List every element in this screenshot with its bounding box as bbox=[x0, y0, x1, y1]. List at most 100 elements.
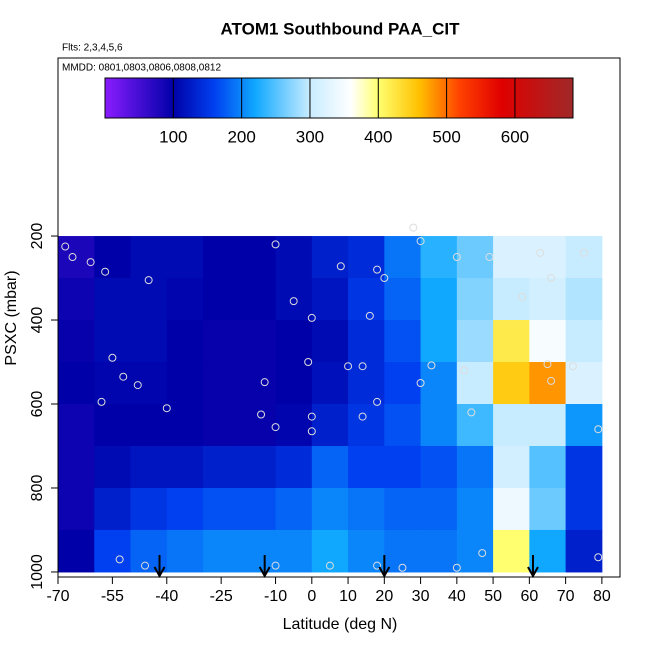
heat-cell bbox=[420, 362, 458, 405]
heat-cell bbox=[311, 362, 349, 405]
heat-cell bbox=[311, 529, 349, 573]
heat-cell bbox=[493, 487, 530, 531]
heat-cell bbox=[275, 445, 313, 489]
annotation: MMDD: 0801,0803,0806,0808,0812 bbox=[62, 63, 221, 74]
heat-cell bbox=[239, 487, 277, 531]
heat-cell bbox=[239, 362, 277, 405]
heat-cell bbox=[384, 278, 422, 321]
heat-cell bbox=[311, 236, 349, 279]
heat-cell bbox=[166, 236, 204, 279]
arrow-marker bbox=[153, 555, 166, 579]
heat-cell bbox=[384, 445, 422, 489]
heat-cell bbox=[130, 236, 168, 279]
data-point bbox=[416, 379, 425, 388]
heat-cell bbox=[529, 320, 567, 363]
x-tick-label: 80 bbox=[593, 588, 611, 605]
data-point bbox=[307, 313, 316, 322]
heat-cell bbox=[58, 445, 95, 489]
heat-cell bbox=[94, 278, 132, 321]
chart-title: ATOM1 Southbound PAA_CIT bbox=[221, 19, 461, 38]
data-point bbox=[568, 362, 577, 371]
heat-cell bbox=[130, 445, 168, 489]
data-point bbox=[358, 362, 367, 371]
heat-cell bbox=[203, 278, 240, 321]
heat-cell bbox=[348, 404, 385, 447]
x-tick-label: 10 bbox=[339, 588, 357, 605]
heat-cell bbox=[384, 529, 422, 573]
heat-cell bbox=[456, 445, 494, 489]
heat-cell bbox=[311, 404, 349, 447]
colorbar-tick-label: 400 bbox=[364, 127, 392, 146]
heat-cell bbox=[94, 529, 132, 573]
heat-cell bbox=[203, 236, 240, 279]
x-axis-label: Latitude (deg N) bbox=[283, 616, 398, 633]
data-point bbox=[289, 297, 298, 306]
data-point bbox=[271, 423, 280, 432]
annotation: Flts: 2,3,4,5,6 bbox=[62, 43, 123, 54]
heat-cell bbox=[58, 320, 95, 363]
data-point bbox=[427, 361, 436, 370]
data-point bbox=[373, 561, 382, 570]
heat-cell bbox=[420, 236, 458, 279]
heat-cell bbox=[456, 278, 494, 321]
data-point bbox=[307, 427, 316, 436]
heat-cell bbox=[348, 236, 385, 279]
colorbar-tick-label: 100 bbox=[159, 127, 187, 146]
heat-cell bbox=[166, 445, 204, 489]
heat-cell bbox=[239, 404, 277, 447]
heat-cell bbox=[94, 236, 132, 279]
x-tick-label: -55 bbox=[101, 588, 124, 605]
colorbar-tick-label: 500 bbox=[432, 127, 460, 146]
heat-cell bbox=[565, 529, 603, 573]
heat-cell bbox=[420, 445, 458, 489]
colorbar bbox=[104, 77, 574, 119]
heat-cell bbox=[529, 445, 567, 489]
y-tick-label: 1000 bbox=[29, 554, 46, 590]
data-point bbox=[344, 362, 353, 371]
x-tick-label: 20 bbox=[375, 588, 393, 605]
data-point bbox=[373, 265, 382, 274]
heat-cell bbox=[529, 278, 567, 321]
data-point bbox=[485, 253, 494, 262]
heat-cell bbox=[348, 487, 385, 531]
heat-cell bbox=[58, 278, 95, 321]
x-tick-label: -25 bbox=[210, 588, 233, 605]
plot-frame bbox=[57, 57, 621, 578]
data-point bbox=[307, 412, 316, 421]
heat-cell bbox=[311, 278, 349, 321]
heat-cell bbox=[456, 529, 494, 573]
heat-cell bbox=[529, 487, 567, 531]
data-point bbox=[336, 262, 345, 271]
heat-cell bbox=[384, 236, 422, 279]
heat-cell bbox=[58, 362, 95, 405]
colorbar-tick-label: 200 bbox=[227, 127, 255, 146]
heat-cell bbox=[493, 404, 530, 447]
y-tick-label: 600 bbox=[29, 391, 46, 418]
heat-cell bbox=[529, 404, 567, 447]
colorbar-tick-label: 300 bbox=[296, 127, 324, 146]
heat-cell bbox=[239, 236, 277, 279]
data-point bbox=[358, 412, 367, 421]
heat-cell bbox=[130, 404, 168, 447]
data-point bbox=[547, 274, 556, 283]
heat-cell bbox=[529, 236, 567, 279]
heat-cell bbox=[493, 320, 530, 363]
data-point bbox=[518, 292, 527, 301]
heat-cell bbox=[166, 362, 204, 405]
data-point bbox=[260, 378, 269, 387]
heat-cell bbox=[311, 487, 349, 531]
heat-cell bbox=[58, 487, 95, 531]
data-point bbox=[373, 397, 382, 406]
heat-cell bbox=[130, 320, 168, 363]
data-point bbox=[115, 555, 124, 564]
heat-cell bbox=[275, 278, 313, 321]
data-point bbox=[416, 237, 425, 246]
x-tick-label: -10 bbox=[264, 588, 287, 605]
heat-cell bbox=[203, 362, 240, 405]
y-tick-label: 200 bbox=[29, 223, 46, 250]
heat-cell bbox=[529, 529, 567, 573]
data-point bbox=[579, 248, 588, 257]
heat-cell bbox=[420, 320, 458, 363]
heat-cell bbox=[456, 404, 494, 447]
